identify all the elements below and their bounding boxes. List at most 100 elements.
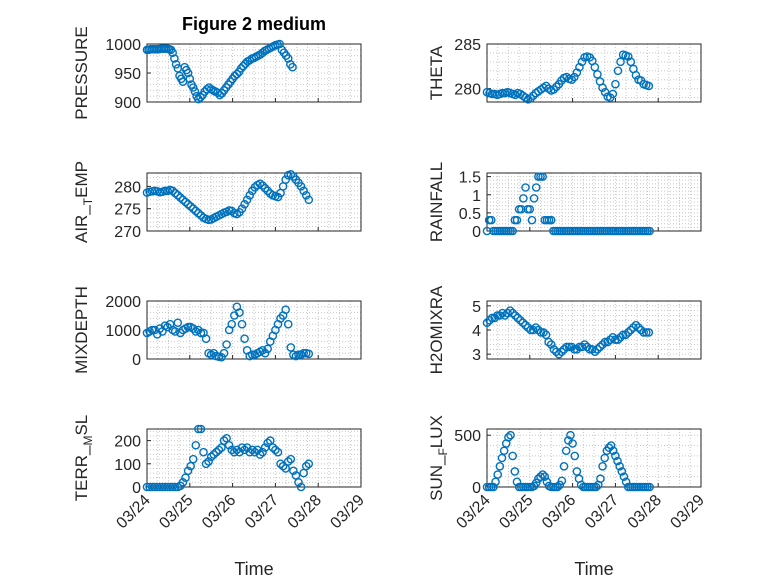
data-point: [206, 452, 216, 462]
data-point: [188, 83, 198, 92]
data-point: [237, 443, 247, 452]
data-point: [237, 204, 247, 213]
data-point: [590, 62, 600, 72]
data-point: [503, 308, 512, 318]
y-tick-label: 4: [472, 323, 481, 340]
y-tick-label: 950: [114, 66, 141, 83]
data-point: [568, 439, 577, 448]
data-point: [173, 191, 183, 200]
data-point: [516, 204, 526, 214]
data-point: [636, 325, 646, 335]
data-point: [570, 451, 580, 461]
data-point: [194, 424, 203, 434]
data-point: [181, 197, 190, 207]
x-tick-label: 03/29: [327, 492, 367, 532]
data-point: [611, 451, 620, 461]
data-point: [598, 83, 607, 93]
data-point: [227, 445, 237, 455]
data-point: [240, 199, 249, 209]
data-point: [296, 182, 306, 191]
data-point: [512, 215, 522, 225]
data-point: [508, 308, 517, 318]
data-point: [196, 93, 205, 102]
data-point: [281, 305, 290, 315]
data-point: [510, 311, 520, 320]
y-tick-label: 100: [114, 457, 141, 474]
data-point: [645, 482, 654, 492]
y-tick-label: 3: [472, 347, 481, 364]
data-point: [616, 57, 625, 67]
data-point: [275, 39, 284, 49]
data-point: [219, 436, 229, 445]
data-point: [593, 345, 602, 354]
data-point: [577, 57, 587, 67]
x-tick-label: 03/25: [496, 492, 536, 532]
data-point: [559, 345, 569, 354]
data-point: [222, 340, 231, 349]
data-point: [201, 334, 211, 344]
x-tick-label: 03/28: [625, 492, 665, 532]
data-point: [527, 215, 537, 225]
data-point: [587, 345, 597, 354]
data-point: [553, 482, 562, 492]
data-point: [555, 480, 565, 490]
data-point: [600, 87, 610, 97]
data-point: [617, 467, 627, 476]
data-point: [204, 457, 213, 466]
data-point: [611, 79, 620, 89]
data-point: [506, 430, 515, 440]
data-point: [518, 318, 528, 328]
data-point: [495, 311, 505, 320]
data-point: [616, 332, 625, 342]
data-point: [498, 308, 507, 318]
axes-box: [146, 428, 362, 488]
data-point: [645, 226, 654, 236]
data-point: [171, 60, 181, 69]
data-point: [493, 470, 503, 479]
data-point: [596, 474, 605, 484]
data-point: [238, 61, 248, 71]
y-tick-label: 0: [132, 352, 141, 369]
data-point: [516, 316, 525, 325]
data-point: [176, 193, 185, 202]
data-point: [570, 345, 579, 354]
x-tick-label: 03/27: [242, 492, 282, 532]
y-tick-label: 900: [114, 95, 141, 112]
x-tick-label: 03/24: [113, 492, 153, 532]
data-point: [613, 335, 623, 344]
data-point: [557, 476, 567, 486]
data-point: [183, 322, 193, 332]
data-point: [301, 461, 311, 471]
data-point: [196, 424, 206, 434]
data-point: [531, 183, 541, 192]
data-point: [580, 340, 589, 349]
data-point: [613, 456, 622, 466]
data-point: [562, 342, 571, 352]
data-point: [593, 70, 602, 79]
data-point: [536, 472, 545, 481]
data-point: [611, 335, 620, 344]
subplot-pressure: 900 950 1000 PRESSURE: [72, 26, 362, 120]
data-point: [526, 94, 535, 103]
data-point: [178, 195, 188, 205]
data-point: [170, 188, 180, 198]
data-point: [263, 186, 272, 196]
data-point: [552, 82, 561, 92]
data-point: [618, 330, 628, 340]
data-point: [301, 191, 311, 200]
data-point: [168, 186, 177, 196]
y-tick-label: 1.5: [459, 170, 481, 187]
data-point: [567, 75, 577, 84]
data-point: [304, 195, 314, 205]
subplot-sun-flux: 0 500 03/24 03/25 03/26 03/27 03/28 03/29 SUN_FL…: [427, 415, 708, 532]
data-point: [201, 459, 211, 469]
data-point: [487, 313, 497, 323]
data-point: [639, 328, 648, 337]
data-point: [271, 445, 280, 455]
data-point: [634, 323, 643, 332]
data-point: [299, 348, 308, 358]
y-tick-label: 280: [114, 179, 141, 196]
data-point: [288, 62, 297, 72]
data-point: [540, 472, 550, 481]
data-point: [294, 350, 303, 359]
